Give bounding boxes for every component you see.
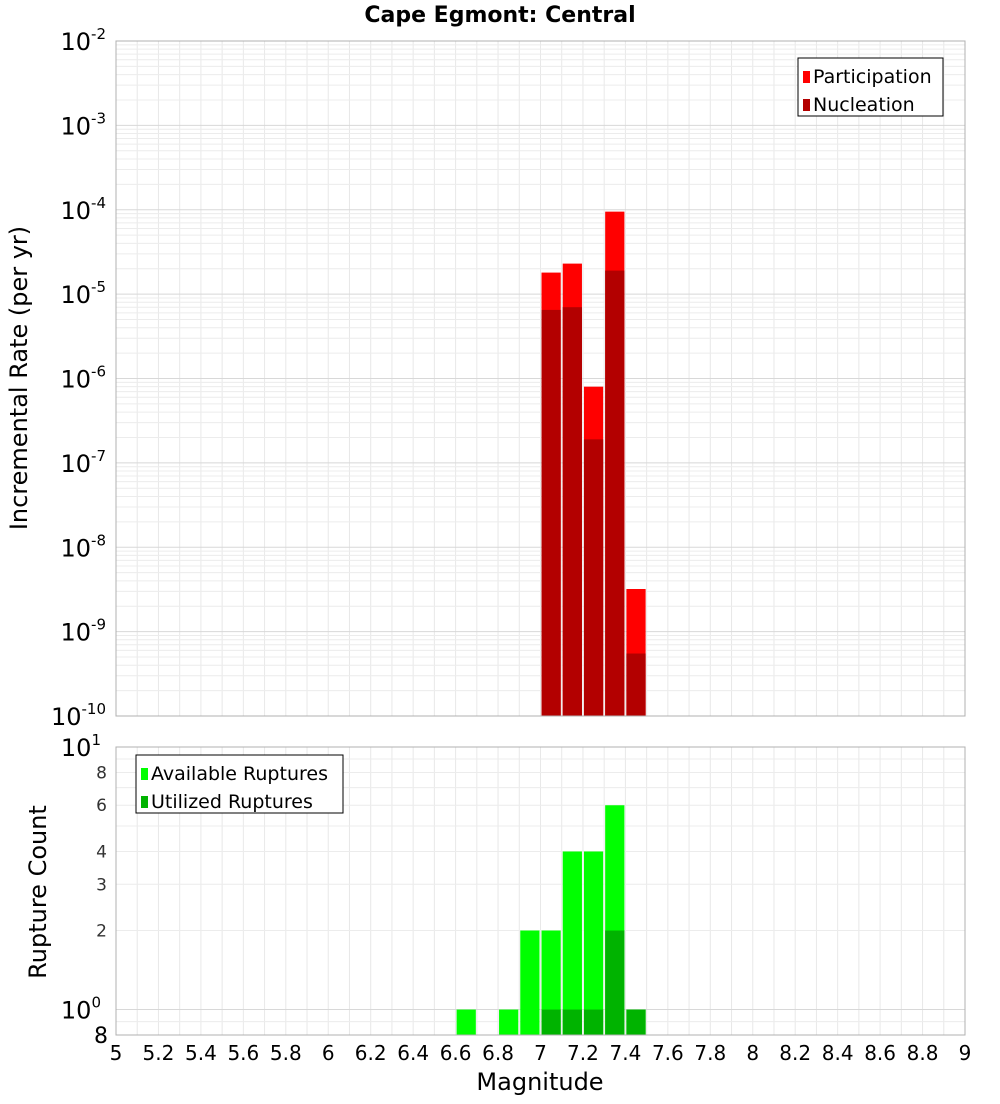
- tick-exponent: -6: [91, 363, 106, 381]
- x-tick-label: 6: [322, 1041, 335, 1065]
- top-panel-grid: [115, 41, 966, 717]
- x-axis-label: Magnitude: [476, 1068, 603, 1096]
- x-tick-label: 8: [746, 1041, 759, 1065]
- tick-base: 10: [60, 450, 91, 478]
- top-y-tick-label: 10-8: [60, 531, 106, 562]
- top-y-tick-label: 10-3: [60, 109, 106, 140]
- tick-exponent: -2: [91, 25, 106, 43]
- top-y-tick-label: 10-2: [60, 25, 106, 56]
- bottom-legend: Available Ruptures Utilized Ruptures: [135, 754, 344, 814]
- top-y-tick-label: 10-9: [60, 616, 106, 647]
- top-y-tick-label: 10-7: [60, 447, 106, 478]
- bottom-bar-available-ruptures: [499, 1009, 519, 1035]
- tick-base: 10: [60, 619, 91, 647]
- x-tick-label: 8.2: [779, 1041, 811, 1065]
- x-tick-label: 8.6: [864, 1041, 896, 1065]
- bottom-y-tick-label: 8: [96, 763, 107, 783]
- top-legend-label: Participation: [813, 66, 932, 88]
- top-legend-swatch: [803, 99, 810, 111]
- tick-exponent: -4: [91, 194, 106, 212]
- bottom-bars: [456, 805, 646, 1035]
- bottom-bar-utilized-ruptures: [605, 930, 625, 1035]
- x-tick-label: 6.6: [440, 1041, 472, 1065]
- bottom-legend-swatch: [141, 796, 148, 808]
- top-legend: Participation Nucleation: [797, 57, 944, 117]
- bottom-plot-frame: [115, 746, 966, 1036]
- top-y-tick-label: 10-10: [51, 700, 106, 731]
- x-tick-label: 6.4: [397, 1041, 429, 1065]
- top-y-tick-label: 10-6: [60, 363, 106, 394]
- x-tick-label: 6.8: [482, 1041, 514, 1065]
- x-tick-label: 8.8: [907, 1041, 939, 1065]
- tick-base: 10: [60, 281, 91, 309]
- top-y-tick-label: 10-5: [60, 278, 106, 309]
- x-tick-label: 7.2: [567, 1041, 599, 1065]
- tick-base: 10: [51, 703, 82, 731]
- bottom-y-tick-label: 6: [96, 796, 107, 816]
- top-bars: [541, 211, 646, 716]
- top-bar-nucleation: [562, 307, 582, 716]
- tick-base: 10: [60, 197, 91, 225]
- bottom-bar-available-ruptures: [583, 851, 604, 1035]
- bottom-bar-utilized-ruptures: [626, 1009, 646, 1035]
- bottom-y-axis-label: Rupture Count: [24, 805, 52, 979]
- x-tick-label: 7: [534, 1041, 547, 1065]
- bottom-bar-available-ruptures: [520, 930, 540, 1035]
- x-tick-label: 9: [959, 1041, 972, 1065]
- top-legend-label: Nucleation: [813, 94, 915, 116]
- tick-exponent: -10: [82, 700, 107, 718]
- bottom-y-tick-label: 101: [61, 731, 101, 762]
- top-legend-box: [797, 57, 944, 117]
- top-y-axis-label: Incremental Rate (per yr): [5, 226, 33, 530]
- bottom-y-tick-label: 2: [96, 922, 107, 942]
- top-bar-nucleation: [626, 653, 646, 716]
- tick-base: 10: [61, 997, 92, 1025]
- bottom-bar-utilized-ruptures: [562, 1009, 582, 1035]
- x-tick-label: 5: [110, 1041, 123, 1065]
- tick-exponent: -7: [91, 447, 106, 465]
- bottom-legend-box: [135, 754, 344, 814]
- bottom-legend-label: Utilized Ruptures: [151, 791, 313, 813]
- bottom-bar-utilized-ruptures: [541, 1009, 561, 1035]
- bottom-bar-utilized-ruptures: [583, 1009, 604, 1035]
- bottom-y-tick-label: 4: [96, 842, 107, 862]
- tick-base: 10: [60, 28, 91, 56]
- bottom-bar-available-ruptures: [541, 930, 561, 1035]
- x-tick-label: 8.4: [822, 1041, 854, 1065]
- x-tick-label: 7.4: [609, 1041, 641, 1065]
- x-tick-label: 7.8: [694, 1041, 726, 1065]
- tick-base: 10: [60, 366, 91, 394]
- bottom-y-tick-label: 8: [94, 1024, 108, 1049]
- top-y-tick-label: 10-4: [60, 194, 106, 225]
- x-tick-label: 6.2: [355, 1041, 387, 1065]
- chart-title: Cape Egmont: Central: [364, 3, 635, 28]
- top-bar-nucleation: [583, 439, 604, 716]
- tick-exponent: -8: [91, 531, 106, 549]
- x-tick-label: 5.4: [185, 1041, 217, 1065]
- tick-base: 10: [61, 734, 92, 762]
- bottom-bar-available-ruptures: [456, 1009, 476, 1035]
- top-plot-frame: [115, 40, 966, 717]
- tick-base: 10: [60, 534, 91, 562]
- tick-exponent: 1: [91, 731, 101, 749]
- top-bar-nucleation: [605, 270, 625, 716]
- bottom-y-tick-label: 3: [96, 875, 107, 895]
- x-tick-label: 7.6: [652, 1041, 684, 1065]
- bottom-legend-label: Available Ruptures: [151, 763, 328, 785]
- x-tick-label: 5.2: [143, 1041, 175, 1065]
- bottom-legend-swatch: [141, 768, 148, 780]
- top-bar-nucleation: [541, 309, 561, 716]
- tick-exponent: -9: [91, 616, 106, 634]
- x-tick-label: 5.8: [270, 1041, 302, 1065]
- tick-exponent: -3: [91, 109, 106, 127]
- bottom-bar-available-ruptures: [562, 851, 582, 1035]
- tick-base: 10: [60, 112, 91, 140]
- bottom-y-tick-label: 100: [61, 994, 101, 1025]
- tick-exponent: -5: [91, 278, 106, 296]
- tick-exponent: 0: [91, 994, 101, 1012]
- x-tick-label: 5.6: [227, 1041, 259, 1065]
- top-legend-swatch: [803, 71, 810, 83]
